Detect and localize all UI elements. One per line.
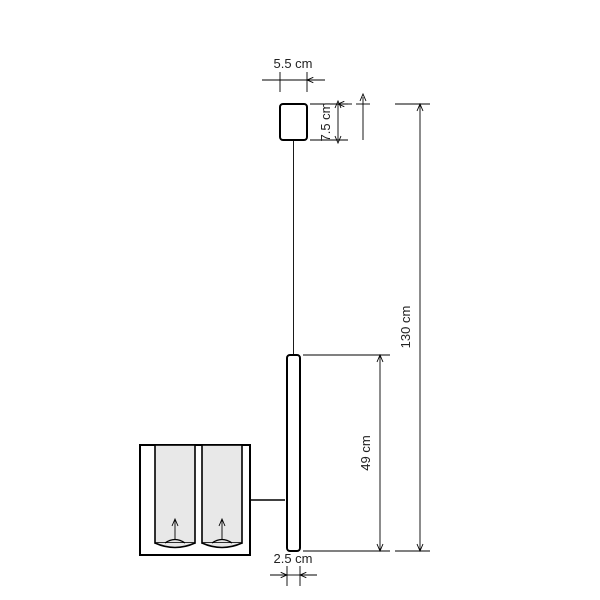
label-canopy-width: 5.5 cm <box>273 56 312 71</box>
technical-drawing: 5.5 cm 2.5 cm 7.5 cm <box>0 0 600 600</box>
dim-overall-height: 130 cm <box>395 104 430 551</box>
dim-canopy-width: 5.5 cm <box>262 56 325 92</box>
dim-tube-height: 49 cm <box>303 355 390 551</box>
label-overall-height: 130 cm <box>398 306 413 349</box>
detail-inset <box>140 445 285 555</box>
dim-canopy-height: 7.5 cm <box>310 94 370 143</box>
label-tube-width: 2.5 cm <box>273 551 312 566</box>
label-tube-height: 49 cm <box>358 435 373 470</box>
dim-tube-width: 2.5 cm <box>270 551 317 586</box>
canopy <box>280 104 307 140</box>
pendant-tube <box>287 355 300 551</box>
label-canopy-height: 7.5 cm <box>318 102 333 141</box>
